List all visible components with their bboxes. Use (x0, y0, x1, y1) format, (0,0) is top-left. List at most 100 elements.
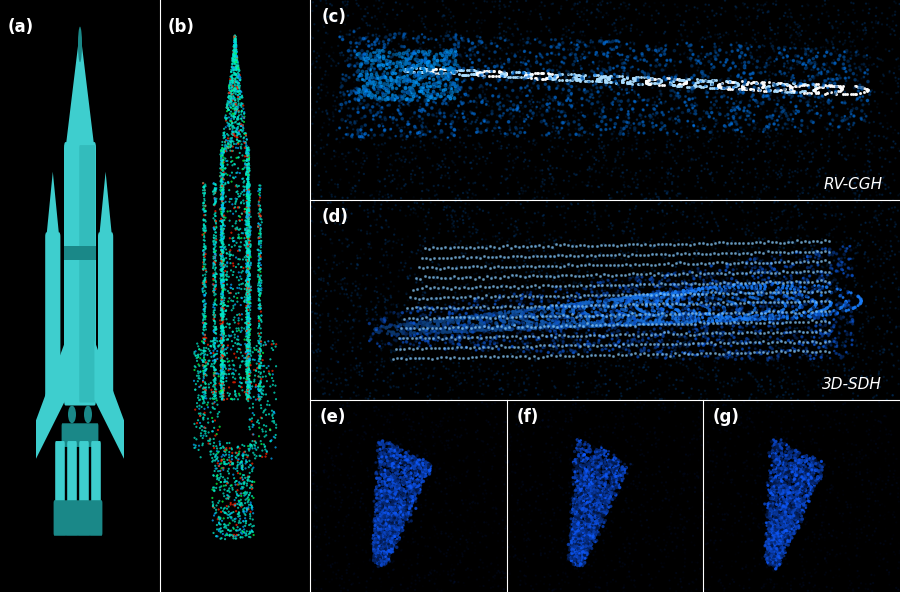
Point (814, 501, 828, 511)
Point (241, 382, 256, 392)
Point (240, 188, 255, 197)
Point (401, 274, 416, 283)
Point (766, 498, 780, 508)
Point (410, 479, 425, 488)
Point (193, 418, 207, 427)
Point (778, 487, 792, 496)
Point (482, 208, 496, 217)
Point (512, 519, 526, 529)
Point (533, 324, 547, 334)
Point (641, 448, 655, 457)
Point (842, 242, 857, 251)
Point (716, 525, 731, 535)
Point (657, 81, 671, 90)
Point (771, 463, 786, 472)
Point (700, 288, 715, 297)
Point (627, 229, 642, 238)
Point (378, 556, 392, 566)
Point (355, 122, 369, 131)
Point (765, 464, 779, 473)
Point (706, 258, 720, 268)
Point (860, 416, 874, 426)
Point (770, 535, 784, 545)
Point (517, 242, 531, 251)
Point (369, 540, 383, 550)
Point (763, 505, 778, 514)
Point (776, 477, 790, 487)
Point (874, 198, 888, 207)
Point (885, 481, 899, 490)
Point (817, 284, 832, 294)
Point (513, 567, 527, 576)
Point (239, 347, 254, 356)
Point (455, 550, 470, 559)
Point (601, 37, 616, 47)
Point (396, 76, 410, 86)
Point (580, 348, 595, 357)
Point (783, 84, 797, 94)
Point (394, 353, 409, 363)
Point (517, 164, 531, 173)
Point (578, 510, 592, 519)
Point (256, 367, 271, 377)
Point (784, 83, 798, 93)
Point (855, 85, 869, 94)
Point (412, 472, 427, 481)
Point (578, 554, 592, 563)
Point (776, 283, 790, 292)
Point (419, 95, 434, 105)
Point (399, 75, 413, 85)
Point (218, 114, 232, 123)
Point (346, 456, 361, 465)
Point (594, 71, 608, 81)
Point (892, 364, 900, 374)
Point (476, 42, 491, 52)
Point (717, 584, 732, 592)
Point (374, 477, 389, 487)
Point (789, 236, 804, 245)
Point (610, 319, 625, 329)
Point (214, 156, 229, 166)
Point (197, 334, 211, 344)
Point (240, 182, 255, 192)
Point (459, 143, 473, 152)
Point (590, 485, 604, 494)
Point (788, 464, 803, 473)
Point (379, 458, 393, 467)
Point (771, 411, 786, 421)
Point (800, 464, 814, 473)
Point (714, 342, 728, 351)
Point (483, 38, 498, 48)
Point (243, 263, 257, 272)
Point (767, 542, 781, 551)
Point (631, 482, 645, 491)
Point (807, 284, 822, 294)
Point (482, 325, 496, 334)
Point (726, 114, 741, 123)
Point (583, 483, 598, 493)
Point (571, 485, 585, 494)
Point (800, 416, 814, 425)
Point (240, 200, 255, 210)
Point (196, 397, 211, 406)
Point (218, 522, 232, 532)
Point (428, 191, 442, 200)
Point (487, 573, 501, 583)
Point (459, 327, 473, 336)
Point (801, 138, 815, 147)
Point (501, 324, 516, 334)
Point (743, 470, 758, 480)
Point (754, 188, 769, 197)
Point (322, 484, 337, 494)
Point (827, 81, 842, 91)
Point (785, 168, 799, 177)
Point (347, 471, 362, 481)
Point (616, 425, 630, 435)
Point (766, 120, 780, 129)
Point (374, 499, 388, 509)
Point (319, 0, 333, 5)
Point (518, 334, 532, 343)
Point (608, 154, 623, 163)
Point (637, 268, 652, 277)
Point (667, 81, 681, 90)
